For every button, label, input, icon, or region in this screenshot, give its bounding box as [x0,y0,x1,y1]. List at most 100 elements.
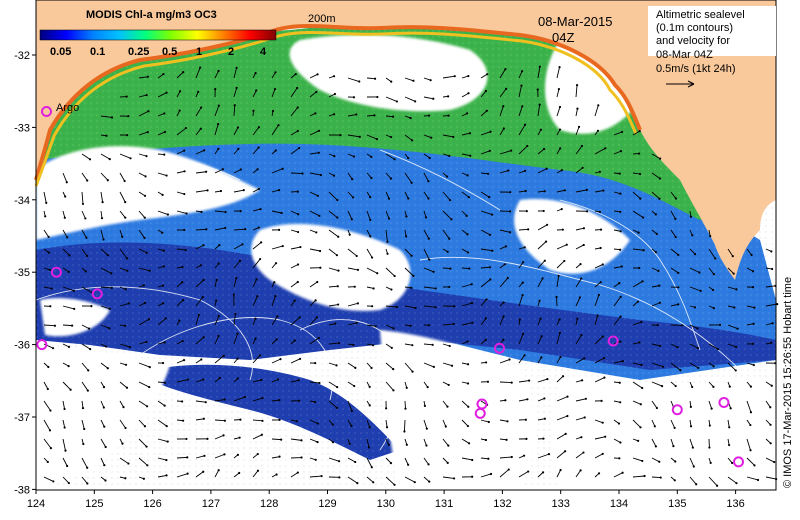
velocity-arrow [727,362,737,371]
velocity-arrow-head [447,95,450,98]
velocity-arrow-head [147,110,150,113]
velocity-arrow-head [599,246,602,250]
map-frame [35,0,777,491]
velocity-arrow-head [599,228,603,231]
velocity-arrow [328,93,336,98]
velocity-arrow [442,438,449,446]
y-tick-label: -32 [14,50,30,62]
velocity-arrow [632,210,644,218]
velocity-arrow-head [674,217,677,220]
velocity-arrow-head [749,423,752,427]
velocity-arrow [290,246,301,250]
velocity-arrow-head [275,338,278,341]
velocity-arrow-head [756,478,760,482]
velocity-arrow [670,229,677,238]
velocity-arrow-head [296,263,300,266]
velocity-arrow-head [523,246,526,249]
velocity-arrow-head [260,241,263,244]
velocity-arrow-head [163,404,166,407]
velocity-arrow [176,248,186,251]
velocity-arrow-head [295,420,298,423]
velocity-arrow [271,245,283,250]
velocity-arrow [442,210,452,220]
velocity-arrow-head [712,273,715,276]
velocity-arrow-head [125,95,128,98]
velocity-arrow-head [122,406,125,409]
velocity-arrow [100,229,104,240]
velocity-arrow-head [405,235,408,238]
velocity-arrow [442,153,450,157]
velocity-arrow-head [254,71,257,75]
legend-colorbar [39,29,277,41]
velocity-arrow-head [524,189,527,193]
velocity-arrow [480,210,493,216]
velocity-arrow [366,77,376,80]
velocity-arrow [404,77,414,82]
velocity-arrow [575,227,584,231]
velocity-arrow [461,75,469,79]
velocity-arrow [233,127,239,136]
legend-tick-label: 0.5 [162,46,177,58]
velocity-arrow-head [232,293,235,296]
velocity-arrow-head [658,460,661,463]
velocity-arrow-head [769,442,772,445]
velocity-arrow [404,172,413,184]
velocity-arrow-head [87,369,90,372]
velocity-arrow-head [583,416,586,419]
velocity-arrow [271,189,280,193]
velocity-arrow-head [403,430,406,433]
velocity-arrow-head [296,106,299,109]
velocity-arrow [62,457,68,467]
velocity-arrow [727,343,737,348]
velocity-arrow-head [660,384,664,388]
velocity-arrow-head [561,228,564,231]
velocity-arrow-head [545,167,548,170]
velocity-arrow [480,191,490,198]
velocity-arrow-head [557,274,560,278]
velocity-arrow [366,438,370,448]
velocity-arrow-head [123,179,126,183]
velocity-arrow-head [426,386,429,389]
velocity-arrow-head [355,113,358,116]
velocity-arrow [252,419,263,422]
velocity-arrow-head [197,90,200,93]
x-tick-label: 124 [27,498,45,510]
velocity-arrow [347,248,357,257]
velocity-arrow [518,85,522,98]
velocity-arrow-head [641,459,644,463]
cloud-center [289,34,488,112]
velocity-arrow-head [110,286,113,289]
velocity-arrow-head [318,214,321,217]
velocity-arrow-head [465,214,468,217]
velocity-arrow-head [235,276,238,280]
velocity-arrows [43,65,779,487]
velocity-arrow-head [558,66,561,69]
velocity-arrow [157,341,165,345]
velocity-arrow [765,381,773,387]
velocity-arrow [423,210,427,218]
velocity-arrow [461,229,468,235]
velocity-arrow [43,324,55,327]
velocity-arrow [632,248,644,251]
velocity-arrow [100,457,105,466]
velocity-arrow-head [299,245,302,249]
velocity-arrow-head [638,172,642,176]
velocity-arrow [119,172,126,182]
velocity-arrow-head [448,198,452,202]
velocity-arrow [727,476,737,484]
velocity-arrow-head [373,114,376,117]
velocity-arrow-head [484,317,487,320]
velocity-arrow [43,191,47,203]
velocity-arrow [442,75,455,79]
velocity-arrow [613,150,622,155]
velocity-arrow [100,267,112,274]
velocity-arrow-head [714,257,717,260]
velocity-arrow-head [539,128,543,131]
velocity-arrow [43,400,51,411]
velocity-arrow [309,300,316,307]
velocity-arrow-head [526,144,529,148]
velocity-arrow-head [521,105,524,108]
velocity-arrow-head [236,332,239,335]
velocity-arrow [385,210,390,219]
